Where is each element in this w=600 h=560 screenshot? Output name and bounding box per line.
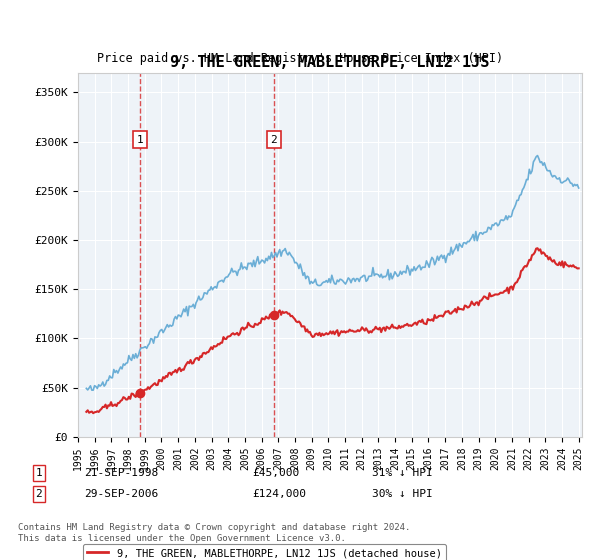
- Text: 1: 1: [137, 135, 143, 144]
- Text: Contains HM Land Registry data © Crown copyright and database right 2024.
This d: Contains HM Land Registry data © Crown c…: [18, 524, 410, 543]
- Legend: 9, THE GREEN, MABLETHORPE, LN12 1JS (detached house), HPI: Average price, detach: 9, THE GREEN, MABLETHORPE, LN12 1JS (det…: [83, 544, 446, 560]
- Title: 9, THE GREEN, MABLETHORPE, LN12 1JS: 9, THE GREEN, MABLETHORPE, LN12 1JS: [170, 55, 490, 70]
- Text: 2: 2: [35, 489, 43, 499]
- Text: Price paid vs. HM Land Registry's House Price Index (HPI): Price paid vs. HM Land Registry's House …: [97, 52, 503, 66]
- Text: 29-SEP-2006: 29-SEP-2006: [84, 489, 158, 499]
- Text: 31% ↓ HPI: 31% ↓ HPI: [372, 468, 433, 478]
- Text: 30% ↓ HPI: 30% ↓ HPI: [372, 489, 433, 499]
- Text: 21-SEP-1998: 21-SEP-1998: [84, 468, 158, 478]
- Text: 1: 1: [35, 468, 43, 478]
- Text: £45,000: £45,000: [252, 468, 299, 478]
- Text: 2: 2: [271, 135, 277, 144]
- Text: £124,000: £124,000: [252, 489, 306, 499]
